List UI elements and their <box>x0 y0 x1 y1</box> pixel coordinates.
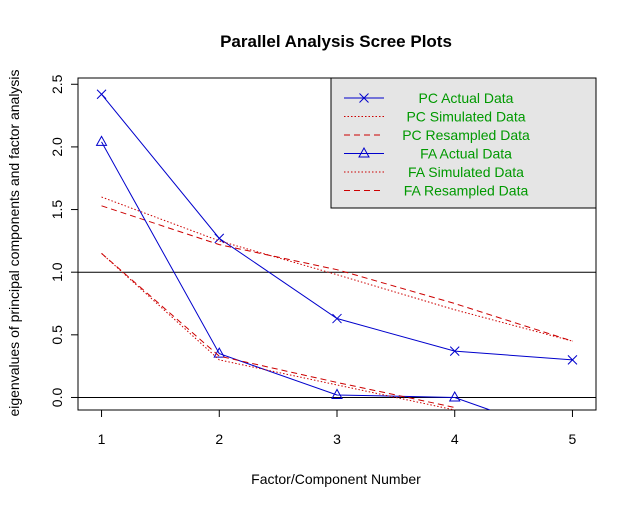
y-tick-label: 0.0 <box>49 388 65 408</box>
series-3-point <box>95 135 108 146</box>
series-0-point <box>332 313 342 324</box>
series-0-point <box>214 233 225 244</box>
series-0-point <box>567 355 578 365</box>
legend-label-3: FA Actual Data <box>420 146 512 162</box>
legend-box <box>330 77 597 209</box>
series-group <box>95 89 578 410</box>
legend-marker-0 <box>359 93 369 103</box>
marker-stroke <box>332 313 342 324</box>
x-tick-label: 4 <box>451 431 459 447</box>
legend: PC Actual Data PC Simulated Data PC Resamp… <box>330 77 597 209</box>
legend-label-5: FA Resampled Data <box>404 183 529 199</box>
legend-marker-3 <box>358 146 370 158</box>
plot-area: 1 2 3 4 5 0.0 0.5 1.0 1.5 2.0 2.5 <box>49 74 597 447</box>
chart-title: Parallel Analysis Scree Plots <box>220 32 452 51</box>
series-3-point <box>331 388 343 399</box>
legend-label-4: FA Simulated Data <box>408 164 524 180</box>
x-tick-label: 5 <box>569 431 577 447</box>
x-tick-label: 2 <box>215 431 223 447</box>
y-tick-label: 1.0 <box>49 262 65 282</box>
y-axis-label: eigenvalues of principal components and … <box>6 69 22 416</box>
series-0-point <box>96 89 107 100</box>
series-line-2 <box>101 205 573 342</box>
marker-stroke <box>567 355 578 365</box>
marker-stroke <box>449 346 460 356</box>
series-3-point <box>448 390 461 402</box>
y-tick-label: 2.0 <box>49 137 65 157</box>
series-0-point <box>449 346 460 356</box>
marker-stroke <box>359 93 369 103</box>
series-line-3 <box>101 141 491 410</box>
legend-label-2: PC Resampled Data <box>402 127 530 143</box>
y-tick-label: 1.5 <box>49 200 65 220</box>
legend-label-0: PC Actual Data <box>419 90 514 106</box>
legend-label-1: PC Simulated Data <box>406 109 525 125</box>
series-3-point <box>213 347 226 358</box>
marker-stroke <box>96 89 107 100</box>
y-tick-label: 0.5 <box>49 325 65 345</box>
x-axis-label: Factor/Component Number <box>251 471 421 487</box>
x-tick-label: 1 <box>98 431 106 447</box>
y-tick-label: 2.5 <box>49 74 65 94</box>
x-tick-label: 3 <box>333 431 341 447</box>
marker-stroke <box>214 233 225 244</box>
